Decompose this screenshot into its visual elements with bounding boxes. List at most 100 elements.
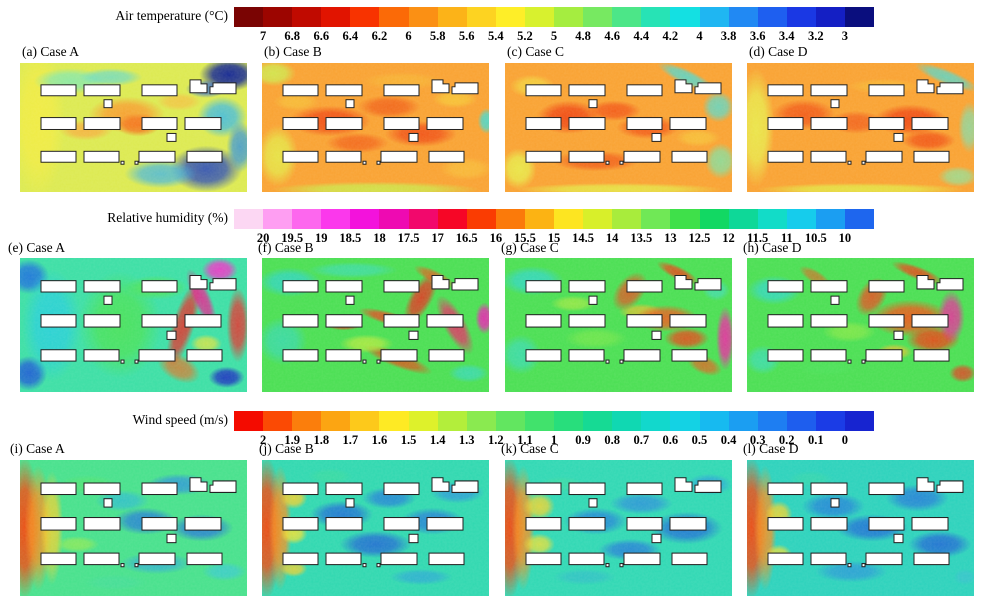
building-footprint <box>103 498 113 508</box>
building-footprint <box>138 349 176 362</box>
building-footprint <box>345 99 355 109</box>
heatmap-field <box>505 460 732 596</box>
colorbar-tick-label: 3.8 <box>720 29 737 43</box>
heatmap-field <box>262 460 489 596</box>
colorbar-segment <box>583 7 613 27</box>
colorbar-segment <box>495 7 525 27</box>
building-footprint <box>605 160 610 165</box>
building-footprint <box>893 132 904 142</box>
heatmap-panel <box>747 258 974 392</box>
building-footprint <box>83 117 121 130</box>
colorbar-tick-label: 18.5 <box>339 231 362 245</box>
building-footprint <box>141 117 178 130</box>
building-footprint <box>669 517 707 531</box>
building-footprint <box>428 552 465 566</box>
heatmap-panel <box>262 63 489 192</box>
colorbar-tick-label: 3.2 <box>808 29 824 43</box>
building-footprint <box>568 552 605 566</box>
colorbar-segment <box>699 7 729 27</box>
building-footprint <box>431 79 450 94</box>
panel-label: (l) Case D <box>743 441 799 456</box>
colorbar-segment <box>844 7 875 27</box>
panel-label: (e) Case A <box>8 240 65 255</box>
section-humidity: Relative humidity (%) 20 19.5 19 18.5 18 17.5 1… <box>0 202 983 392</box>
building-footprint <box>916 79 935 94</box>
building-footprint <box>893 330 904 340</box>
colorbar-segment <box>786 411 816 431</box>
building-footprint <box>810 84 848 97</box>
colorbar-tick-label: 3.4 <box>778 29 795 43</box>
building-footprint <box>380 349 418 362</box>
building-footprint <box>380 150 418 163</box>
colorbar-segment <box>292 209 322 229</box>
building-footprint <box>525 150 562 163</box>
colorbar-tick-label: 0 <box>841 433 849 447</box>
building-footprint <box>103 295 113 305</box>
colorbar-tick-label: 5 <box>550 29 558 43</box>
colorbar-segment <box>815 209 845 229</box>
colorbar-segment <box>641 411 671 431</box>
building-footprint <box>619 160 624 165</box>
heatmap-panel <box>505 460 732 596</box>
colorbar-segment <box>815 411 845 431</box>
building-footprint <box>568 517 606 531</box>
building-footprint <box>141 314 178 328</box>
building-footprint <box>431 477 450 492</box>
colorbar-tick-label: 0.4 <box>720 433 737 447</box>
colorbar-segment <box>379 411 409 431</box>
building-footprint <box>568 84 606 97</box>
building-footprint <box>936 278 964 291</box>
heatmap-field <box>20 63 247 192</box>
colorbar-tick-label: 14 <box>605 231 619 245</box>
colorbar-tick-label: 17.5 <box>397 231 420 245</box>
building-footprint <box>588 498 598 508</box>
building-footprint <box>674 275 693 290</box>
building-footprint <box>861 563 866 568</box>
colorbar-tick-label: 6.4 <box>342 29 359 43</box>
colorbar-title: Wind speed (m/s) <box>132 412 228 427</box>
building-footprint <box>911 314 949 328</box>
building-footprint <box>138 150 176 163</box>
colorbar-tick-label: 3.6 <box>749 29 766 43</box>
colorbar-tick-label: 3 <box>841 29 849 43</box>
colorbar-tick-label: 1.5 <box>400 433 417 447</box>
heatmap-panel <box>747 460 974 596</box>
colorbar-segment <box>699 411 729 431</box>
building-footprint <box>325 482 363 496</box>
building-footprint <box>651 132 662 142</box>
building-footprint <box>605 563 610 568</box>
building-footprint <box>40 117 77 130</box>
colorbar-tick-label: 19.5 <box>281 231 304 245</box>
building-footprint <box>83 552 120 566</box>
building-footprint <box>120 160 125 165</box>
building-footprint <box>184 117 222 130</box>
building-footprint <box>911 517 949 531</box>
colorbar-tick-label: 7 <box>259 29 267 43</box>
heatmap-panel <box>505 63 732 192</box>
building-footprint <box>186 552 223 566</box>
heatmap-panel <box>262 460 489 596</box>
colorbar-tick-label: 0.7 <box>633 433 650 447</box>
colorbar-tick-label: 11 <box>780 231 793 245</box>
building-footprint <box>588 295 598 305</box>
colorbar-tick-label: 5.4 <box>488 29 504 43</box>
colorbar-tick-label: 1.8 <box>313 433 330 447</box>
building-footprint <box>568 349 605 362</box>
building-footprint <box>166 533 177 544</box>
colorbar-segment <box>263 209 293 229</box>
colorbar-segment <box>321 209 351 229</box>
building-footprint <box>626 117 663 130</box>
building-footprint <box>376 563 381 568</box>
building-footprint <box>282 349 319 362</box>
building-footprint <box>694 82 722 95</box>
building-footprint <box>767 349 804 362</box>
colorbar-segment <box>757 209 787 229</box>
building-footprint <box>861 359 866 364</box>
building-footprint <box>282 117 319 130</box>
building-footprint <box>674 79 693 94</box>
building-footprint <box>383 482 420 496</box>
building-footprint <box>694 278 722 291</box>
building-footprint <box>868 280 905 293</box>
building-footprint <box>451 278 479 291</box>
building-footprint <box>525 117 562 130</box>
